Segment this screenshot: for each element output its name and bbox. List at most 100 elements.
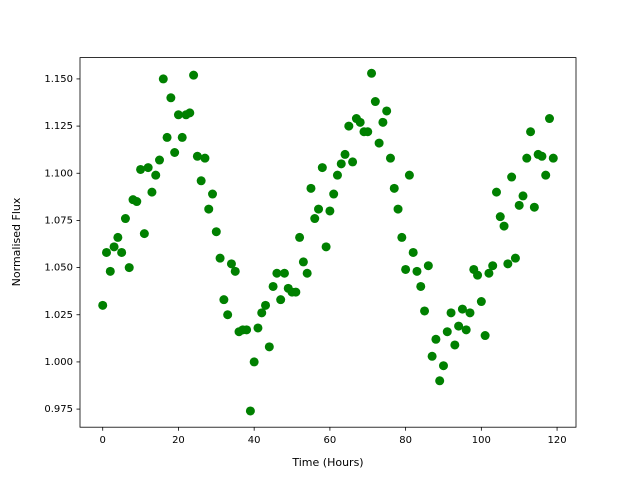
point <box>382 106 392 116</box>
point <box>473 270 483 280</box>
point <box>526 127 536 137</box>
point <box>211 227 221 237</box>
point <box>105 266 115 276</box>
x-tick-label: 40 <box>248 435 261 446</box>
point <box>219 295 229 305</box>
point <box>431 334 441 344</box>
y-tick-label: 1.000 <box>44 357 73 368</box>
point <box>503 259 513 269</box>
point <box>397 232 407 242</box>
point <box>306 183 316 193</box>
point <box>242 325 252 335</box>
point <box>332 170 342 180</box>
point <box>132 197 142 207</box>
y-tick-label: 1.100 <box>44 168 73 179</box>
point <box>196 176 206 186</box>
point <box>348 157 358 167</box>
point <box>139 229 149 239</box>
point <box>200 153 210 163</box>
x-axis-label: Time (Hours) <box>291 456 363 469</box>
point <box>541 170 551 180</box>
x-tick-label: 0 <box>100 435 106 446</box>
point <box>476 297 486 307</box>
point <box>461 325 471 335</box>
point <box>268 281 278 291</box>
point <box>393 204 403 214</box>
point <box>120 214 130 224</box>
y-tick-label: 1.025 <box>44 310 73 321</box>
point <box>457 304 467 314</box>
point <box>264 342 274 352</box>
point <box>208 189 218 199</box>
point <box>488 261 498 271</box>
point <box>389 183 399 193</box>
point <box>537 151 547 161</box>
y-tick-label: 1.150 <box>44 74 73 85</box>
point <box>529 202 539 212</box>
point <box>192 151 202 161</box>
point <box>465 308 475 318</box>
point <box>226 259 236 269</box>
point <box>113 232 123 242</box>
point <box>484 268 494 278</box>
point <box>548 153 558 163</box>
point <box>185 108 195 118</box>
y-tick-label: 1.125 <box>44 121 73 132</box>
point <box>170 147 180 157</box>
point <box>317 163 327 173</box>
x-tick-label: 60 <box>324 435 337 446</box>
plot-frame <box>79 57 577 428</box>
point <box>230 266 240 276</box>
point <box>518 191 528 201</box>
point <box>491 187 501 197</box>
point <box>514 200 524 210</box>
point <box>204 204 214 214</box>
point <box>155 155 165 165</box>
point <box>291 287 301 297</box>
point <box>257 308 267 318</box>
point <box>166 93 176 103</box>
point <box>223 310 233 320</box>
point <box>374 138 384 148</box>
point <box>480 331 490 341</box>
point <box>177 132 187 142</box>
y-tick-label: 1.075 <box>44 215 73 226</box>
point <box>408 247 418 257</box>
x-tick-label: 100 <box>472 435 491 446</box>
point <box>435 376 445 386</box>
point <box>295 232 305 242</box>
point <box>499 221 509 231</box>
y-tick-label: 1.050 <box>44 263 73 274</box>
point <box>124 263 134 273</box>
point <box>298 257 308 267</box>
point <box>151 170 161 180</box>
point <box>420 306 430 316</box>
point <box>302 268 312 278</box>
x-tick-label: 80 <box>399 435 412 446</box>
point <box>143 163 153 173</box>
point <box>276 295 286 305</box>
point <box>344 121 354 131</box>
point <box>249 357 259 367</box>
y-axis-label: Normalised Flux <box>10 197 23 286</box>
point <box>442 327 452 337</box>
point <box>314 204 324 214</box>
point <box>117 247 127 257</box>
point <box>446 308 456 318</box>
point <box>427 351 437 361</box>
point <box>261 300 271 310</box>
point <box>522 153 532 163</box>
x-tick-label: 120 <box>548 435 567 446</box>
point <box>367 68 377 78</box>
point <box>189 70 199 80</box>
point <box>325 206 335 216</box>
point <box>416 281 426 291</box>
point <box>355 117 365 127</box>
point <box>495 212 505 222</box>
point <box>544 114 554 124</box>
point <box>412 266 422 276</box>
point <box>321 242 331 252</box>
point <box>279 268 289 278</box>
